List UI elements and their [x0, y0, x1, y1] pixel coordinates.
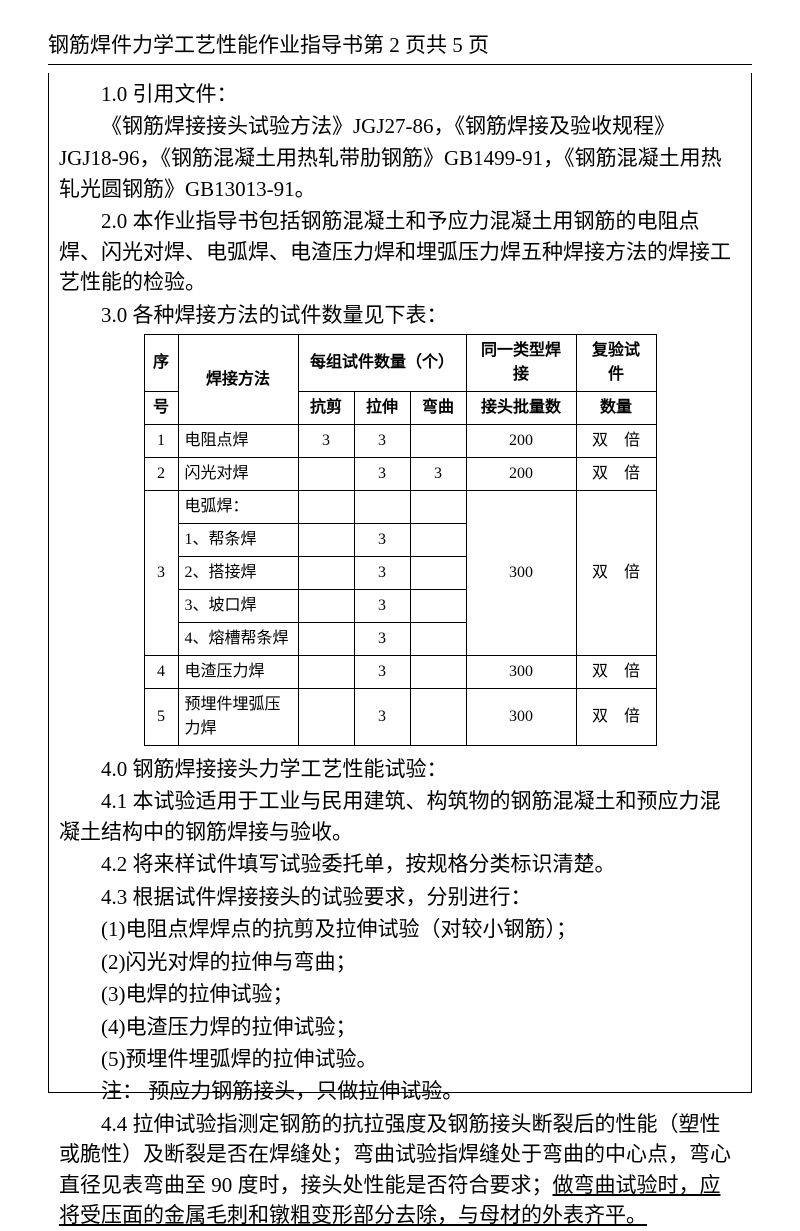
table-row: 4 电渣压力焊 3 300 双 倍	[144, 656, 656, 689]
cell-retest: 双 倍	[576, 458, 656, 491]
col-retest-1: 复验试件	[576, 335, 656, 392]
section-4-0: 4.0 钢筋焊接接头力学工艺性能试验：	[59, 754, 741, 784]
cell-shear	[298, 524, 354, 557]
cell-batch: 300	[466, 491, 576, 656]
cell-method: 电阻点焊	[178, 425, 298, 458]
page-header: 钢筋焊件力学工艺性能作业指导书 第 2 页 共 5 页	[48, 30, 752, 65]
header-title: 钢筋焊件力学工艺性能作业指导书	[48, 30, 363, 62]
section-4-3: 4.3 根据试件焊接接头的试验要求，分别进行：	[59, 882, 741, 912]
cell-method: 2、搭接焊	[178, 557, 298, 590]
cell-bend	[410, 623, 466, 656]
cell-method: 电渣压力焊	[178, 656, 298, 689]
cell-shear	[298, 623, 354, 656]
section-1-0-body2: JGJ18-96，《钢筋混凝土用热轧带肋钢筋》GB1499-91，《钢筋混凝土用…	[59, 143, 741, 204]
cell-retest: 双 倍	[576, 425, 656, 458]
cell-tensile: 3	[354, 458, 410, 491]
cell-shear	[298, 590, 354, 623]
cell-bend	[410, 590, 466, 623]
header-page-total: 共 5 页	[426, 30, 489, 62]
cell-tensile: 3	[354, 557, 410, 590]
cell-n: 5	[144, 689, 178, 746]
cell-retest: 双 倍	[576, 689, 656, 746]
section-3-0: 3.0 各种焊接方法的试件数量见下表：	[59, 300, 741, 330]
cell-method: 4、熔槽帮条焊	[178, 623, 298, 656]
col-seq-2: 号	[144, 392, 178, 425]
cell-retest: 双 倍	[576, 491, 656, 656]
cell-method: 1、帮条焊	[178, 524, 298, 557]
col-method: 焊接方法	[178, 335, 298, 425]
specimen-table: 序 焊接方法 每组试件数量（个） 同一类型焊接 复验试件 号 抗剪 拉伸 弯曲 …	[144, 334, 657, 746]
col-per-group: 每组试件数量（个）	[298, 335, 466, 392]
cell-method: 预埋件埋弧压力焊	[178, 689, 298, 746]
section-4-2: 4.2 将来样试件填写试验委托单，按规格分类标识清楚。	[59, 849, 741, 879]
cell-shear	[298, 491, 354, 524]
cell-n: 1	[144, 425, 178, 458]
cell-tensile	[354, 491, 410, 524]
cell-bend	[410, 557, 466, 590]
section-4-3-3: (3)电焊的拉伸试验；	[59, 979, 741, 1009]
section-1-0-title: 1.0 引用文件：	[59, 79, 741, 109]
cell-tensile: 3	[354, 590, 410, 623]
cell-bend	[410, 425, 466, 458]
header-page-current: 第 2 页	[363, 30, 426, 62]
content-box: 1.0 引用文件： 《钢筋焊接接头试验方法》JGJ27-86，《钢筋焊接及验收规…	[48, 73, 752, 1093]
table-row: 3 电弧焊： 300 双 倍	[144, 491, 656, 524]
cell-tensile: 3	[354, 656, 410, 689]
section-4-3-4: (4)电渣压力焊的拉伸试验；	[59, 1012, 741, 1042]
table-header-row-1: 序 焊接方法 每组试件数量（个） 同一类型焊接 复验试件	[144, 335, 656, 392]
cell-batch: 200	[466, 425, 576, 458]
section-4-3-5: (5)预埋件埋弧焊的拉伸试验。	[59, 1044, 741, 1074]
cell-n: 3	[144, 491, 178, 656]
col-retest-2: 数量	[576, 392, 656, 425]
cell-tensile: 3	[354, 425, 410, 458]
table-row: 2 闪光对焊 3 3 200 双 倍	[144, 458, 656, 491]
cell-shear	[298, 656, 354, 689]
table-row: 1 电阻点焊 3 3 200 双 倍	[144, 425, 656, 458]
cell-method: 闪光对焊	[178, 458, 298, 491]
col-tensile: 拉伸	[354, 392, 410, 425]
section-2-0: 2.0 本作业指导书包括钢筋混凝土和予应力混凝土用钢筋的电阻点焊、闪光对焊、电弧…	[59, 206, 741, 297]
cell-n: 2	[144, 458, 178, 491]
cell-bend	[410, 689, 466, 746]
cell-retest: 双 倍	[576, 656, 656, 689]
cell-method: 3、坡口焊	[178, 590, 298, 623]
cell-batch: 200	[466, 458, 576, 491]
cell-bend: 3	[410, 458, 466, 491]
col-same-type-1: 同一类型焊接	[466, 335, 576, 392]
cell-bend	[410, 491, 466, 524]
col-seq-1: 序	[144, 335, 178, 392]
section-4-1: 4.1 本试验适用于工业与民用建筑、构筑物的钢筋混凝土和预应力混凝土结构中的钢筋…	[59, 786, 741, 847]
cell-method: 电弧焊：	[178, 491, 298, 524]
cell-n: 4	[144, 656, 178, 689]
cell-shear	[298, 689, 354, 746]
cell-bend	[410, 524, 466, 557]
section-4-3-note: 注： 预应力钢筋接头，只做拉伸试验。	[59, 1076, 741, 1106]
section-4-3-1: (1)电阻点焊焊点的抗剪及拉伸试验（对较小钢筋）；	[59, 914, 741, 944]
cell-tensile: 3	[354, 623, 410, 656]
cell-batch: 300	[466, 689, 576, 746]
section-4-4: 4.4 拉伸试验指测定钢筋的抗拉强度及钢筋接头断裂后的性能（塑性或脆性）及断裂是…	[59, 1109, 741, 1231]
cell-shear	[298, 557, 354, 590]
col-bend: 弯曲	[410, 392, 466, 425]
col-shear: 抗剪	[298, 392, 354, 425]
table-row: 5 预埋件埋弧压力焊 3 300 双 倍	[144, 689, 656, 746]
cell-tensile: 3	[354, 689, 410, 746]
section-1-0-body1: 《钢筋焊接接头试验方法》JGJ27-86，《钢筋焊接及验收规程》	[59, 111, 741, 141]
col-same-type-2: 接头批量数	[466, 392, 576, 425]
cell-shear: 3	[298, 425, 354, 458]
cell-bend	[410, 656, 466, 689]
section-4-3-2: (2)闪光对焊的拉伸与弯曲；	[59, 947, 741, 977]
cell-batch: 300	[466, 656, 576, 689]
cell-tensile: 3	[354, 524, 410, 557]
cell-shear	[298, 458, 354, 491]
